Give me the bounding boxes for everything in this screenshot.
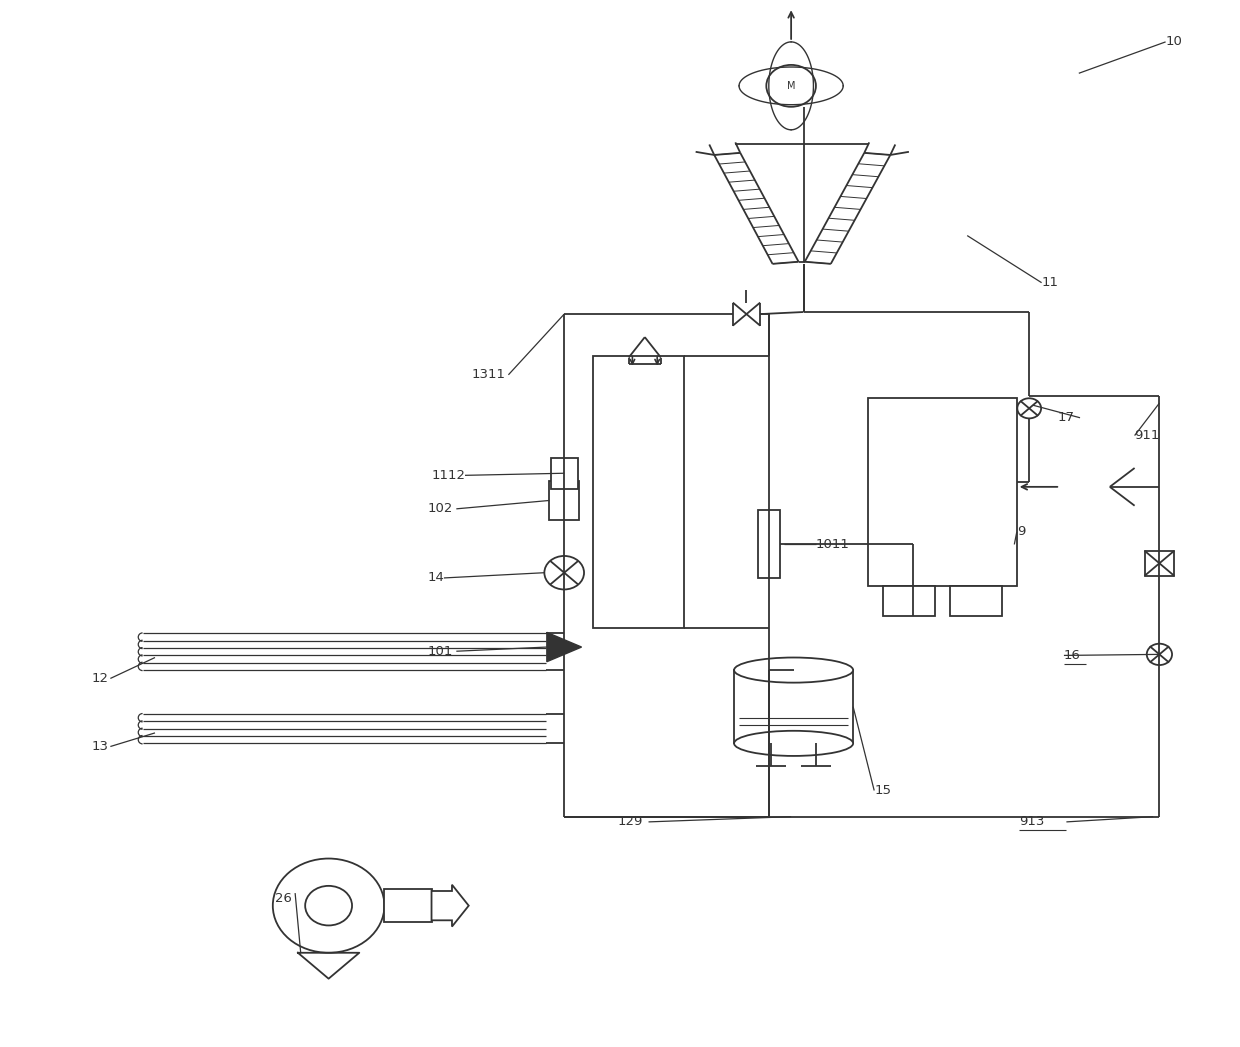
- Circle shape: [1147, 644, 1172, 665]
- Text: 10: 10: [1166, 36, 1183, 48]
- Ellipse shape: [734, 658, 853, 683]
- Circle shape: [1017, 398, 1042, 419]
- Text: M: M: [787, 81, 795, 91]
- Bar: [549, 481, 579, 520]
- Text: 913: 913: [1019, 816, 1044, 828]
- Circle shape: [544, 556, 584, 589]
- Bar: [384, 889, 432, 922]
- Text: 11: 11: [1042, 276, 1059, 289]
- Text: 15: 15: [874, 784, 892, 797]
- Text: 9: 9: [1017, 526, 1025, 538]
- Bar: [1145, 551, 1174, 576]
- Text: 14: 14: [428, 572, 445, 584]
- Text: 1311: 1311: [471, 369, 505, 381]
- Text: 1112: 1112: [432, 469, 465, 482]
- Bar: [758, 511, 780, 578]
- Text: 13: 13: [92, 740, 109, 753]
- Text: 1011: 1011: [816, 538, 849, 551]
- Bar: [551, 458, 578, 489]
- Circle shape: [766, 65, 816, 107]
- Bar: [734, 670, 853, 743]
- Text: 129: 129: [618, 816, 642, 828]
- Text: 101: 101: [428, 645, 453, 658]
- Text: 102: 102: [428, 503, 453, 515]
- Bar: [593, 356, 684, 628]
- Bar: [950, 586, 1002, 616]
- Polygon shape: [547, 632, 582, 662]
- Text: 26: 26: [275, 892, 293, 905]
- Text: 911: 911: [1135, 429, 1159, 442]
- Bar: [883, 586, 935, 616]
- Text: 12: 12: [92, 672, 109, 685]
- Circle shape: [305, 886, 352, 926]
- Text: 16: 16: [1064, 649, 1081, 662]
- Bar: [868, 398, 1017, 586]
- Circle shape: [273, 859, 384, 953]
- Polygon shape: [432, 885, 469, 927]
- Ellipse shape: [734, 731, 853, 756]
- Text: 17: 17: [1058, 411, 1075, 424]
